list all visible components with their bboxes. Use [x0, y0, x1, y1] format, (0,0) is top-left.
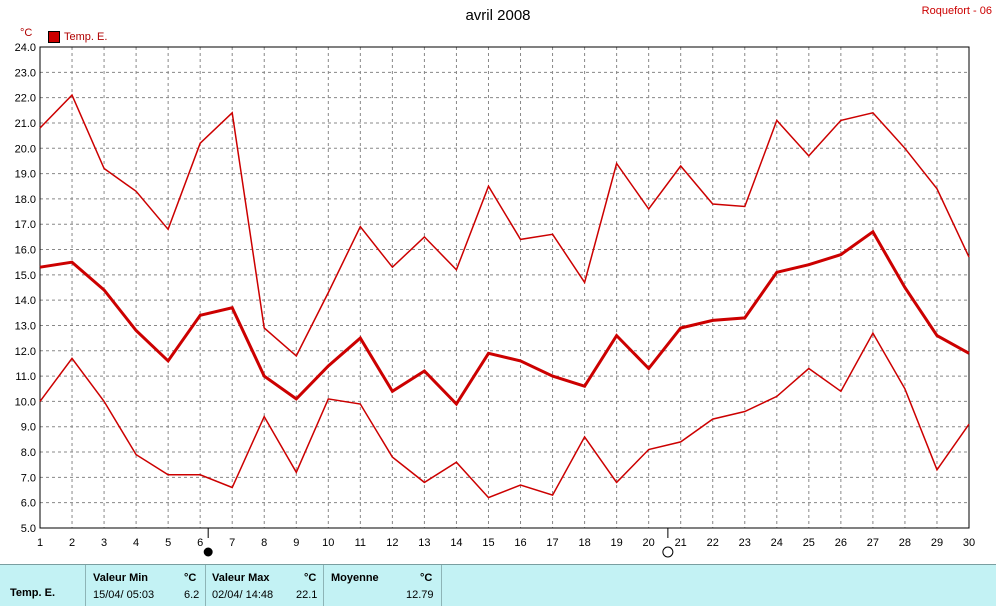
x-tick-label: 30	[963, 537, 975, 549]
x-tick-label: 4	[133, 537, 139, 549]
y-tick-label: 10.0	[15, 396, 36, 408]
stats-footer: Temp. E. Valeur Min °C 15/04/ 05:03 6.2 …	[0, 564, 996, 606]
x-tick-label: 18	[578, 537, 590, 549]
mean-unit: °C	[420, 572, 433, 584]
y-tick-label: 20.0	[15, 143, 36, 155]
series-line	[39, 93, 970, 358]
max-label: Valeur Max	[212, 572, 270, 584]
x-tick-label: 28	[899, 537, 911, 549]
legend-swatch	[48, 31, 60, 43]
x-tick-label: 19	[610, 537, 622, 549]
y-tick-label: 11.0	[15, 371, 36, 383]
x-tick-label: 14	[450, 537, 462, 549]
y-tick-label: 23.0	[15, 67, 36, 79]
y-tick-label: 7.0	[21, 472, 36, 484]
legend-label: Temp. E.	[64, 31, 108, 43]
x-tick-label: 11	[355, 537, 366, 549]
y-tick-label: 19.0	[15, 169, 36, 181]
y-tick-label: 13.0	[15, 320, 36, 332]
x-tick-label: 17	[546, 537, 558, 549]
x-tick-label: 12	[386, 537, 398, 549]
chart-title: avril 2008	[465, 7, 531, 24]
x-tick-label: 8	[261, 537, 267, 549]
y-tick-label: 24.0	[15, 42, 36, 54]
x-tick-label: 20	[643, 537, 655, 549]
x-tick-label: 24	[771, 537, 783, 549]
x-tick-label: 16	[514, 537, 526, 549]
footer-mean-cell: Moyenne °C 12.79	[324, 565, 442, 606]
y-tick-label: 21.0	[15, 118, 36, 130]
x-tick-label: 9	[293, 537, 299, 549]
x-tick-label: 25	[803, 537, 815, 549]
y-tick-label: 17.0	[15, 219, 36, 231]
x-tick-label: 10	[322, 537, 334, 549]
min-date: 15/04/ 05:03	[93, 589, 155, 601]
x-tick-label: 15	[482, 537, 494, 549]
y-tick-label: 18.0	[15, 194, 36, 206]
footer-min-cell: Valeur Min °C 15/04/ 05:03 6.2	[86, 565, 206, 606]
mean-label: Moyenne	[331, 572, 379, 584]
y-tick-label: 5.0	[21, 523, 36, 535]
x-tick-label: 23	[739, 537, 751, 549]
footer-series-label: Temp. E.	[10, 587, 56, 599]
series-line	[39, 331, 970, 499]
y-tick-label: 14.0	[15, 295, 36, 307]
y-tick-label: 16.0	[15, 245, 36, 257]
footer-max-cell: Valeur Max °C 02/04/ 14:48 22.1	[206, 565, 324, 606]
x-tick-label: 7	[229, 537, 235, 549]
max-date: 02/04/ 14:48	[212, 589, 274, 601]
max-unit: °C	[304, 572, 317, 584]
x-tick-label: 26	[835, 537, 847, 549]
x-tick-label: 3	[101, 537, 107, 549]
series-line	[39, 229, 970, 407]
y-tick-label: 8.0	[21, 447, 36, 459]
min-value: 6.2	[184, 589, 200, 601]
x-tick-label: 13	[418, 537, 430, 549]
max-value: 22.1	[296, 589, 318, 601]
full-moon-icon	[203, 547, 213, 557]
min-label: Valeur Min	[93, 572, 149, 584]
x-tick-label: 22	[707, 537, 719, 549]
x-tick-label: 27	[867, 537, 879, 549]
y-tick-label: 15.0	[15, 270, 36, 282]
x-tick-label: 1	[37, 537, 43, 549]
x-tick-label: 6	[197, 537, 203, 549]
mean-value: 12.79	[406, 589, 434, 601]
y-tick-label: 22.0	[15, 93, 36, 105]
footer-series-cell: Temp. E.	[0, 565, 86, 606]
y-tick-label: 12.0	[15, 346, 36, 358]
y-tick-label: 6.0	[21, 498, 36, 510]
legend: Temp. E.	[48, 31, 107, 43]
x-tick-label: 5	[165, 537, 171, 549]
chart: 24.023.022.021.020.019.018.017.016.015.0…	[15, 42, 975, 558]
new-moon-icon	[662, 546, 674, 558]
y-tick-label: 9.0	[21, 422, 36, 434]
y-axis-unit: °C	[20, 27, 33, 39]
x-tick-label: 29	[931, 537, 943, 549]
min-unit: °C	[184, 572, 197, 584]
x-tick-label: 2	[69, 537, 75, 549]
x-tick-label: 21	[675, 537, 687, 549]
station-name: Roquefort - 06	[921, 5, 992, 17]
plot-frame	[39, 46, 970, 529]
